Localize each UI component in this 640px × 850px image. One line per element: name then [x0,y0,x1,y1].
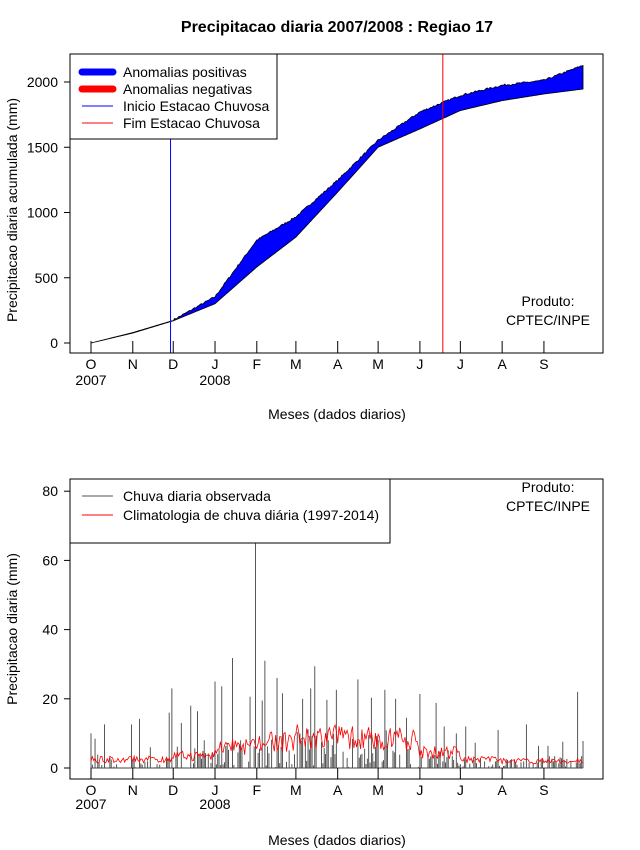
x-tick-label: J [212,782,219,798]
x-tick-label: M [290,782,302,798]
x-tick-label: M [290,356,302,372]
x-axis-label: Meses (dados diarios) [268,406,406,422]
x-tick-label: M [372,782,384,798]
anomaly-area [90,64,584,344]
y-tick-label: 40 [42,622,58,638]
year-label: 2008 [199,796,230,812]
legend-label: Climatologia de chuva diária (1997-2014) [123,507,379,523]
y-tick-label: 20 [42,691,58,707]
y-tick-label: 1500 [27,139,58,155]
chart-title: Precipitacao diaria 2007/2008 : Regiao 1… [181,19,493,36]
y-axis-label: Precipitacao diaria (mm) [4,553,20,705]
x-tick-label: O [86,782,97,798]
y-tick-label: 2000 [27,74,58,90]
x-tick-label: S [539,356,548,372]
x-tick-label: S [539,782,548,798]
year-label: 2007 [75,796,106,812]
x-tick-label: O [86,356,97,372]
y-tick-label: 1000 [27,205,58,221]
plot-frame [69,53,604,354]
y-tick-label: 0 [50,335,58,351]
credit-label: CPTEC/INPE [506,312,590,328]
x-tick-label: F [253,782,262,798]
x-tick-label: A [497,356,507,372]
legend-box [69,478,391,544]
credit-label: Produto: [522,293,575,309]
climatology-line [90,723,584,766]
x-tick-label: N [128,356,138,372]
x-tick-label: D [168,356,178,372]
x-tick-label: M [372,356,384,372]
x-tick-label: J [416,782,423,798]
x-tick-label: F [253,356,262,372]
legend: Chuva diaria observada Climatologia de c… [69,478,391,544]
credit-label: CPTEC/INPE [506,498,590,514]
x-tick-label: A [497,782,507,798]
y-tick-label: 80 [42,483,58,499]
y-axis-label: Precipitacao diaria acumulada (mm) [4,98,20,322]
daily-rain-bars [90,532,584,769]
y-axis: 0 500 1000 1500 2000 [27,74,70,351]
legend-box [69,53,278,140]
credit-label: Produto: [522,479,575,495]
legend-label: Chuva diaria observada [123,488,271,504]
x-tick-label: D [168,782,178,798]
y-tick-label: 60 [42,552,58,568]
x-tick-label: A [333,782,343,798]
x-axis-label: Meses (dados diarios) [268,832,406,848]
year-label: 2008 [199,372,230,388]
year-label: 2007 [75,372,106,388]
legend-label: Anomalias negativas [123,81,252,97]
x-tick-label: J [457,356,464,372]
x-tick-label: J [416,356,423,372]
legend-label: Fim Estacao Chuvosa [123,115,260,131]
y-axis: 0 20 40 60 80 [42,483,70,776]
y-tick-label: 500 [35,270,59,286]
daily-panel: 0 20 40 60 80 O N D J F M A M J J A S 2007 2008 Meses (… [4,478,604,848]
legend: Anomalias positivas Anomalias negativas … [69,53,278,140]
x-tick-label: J [457,782,464,798]
x-tick-label: N [128,782,138,798]
positive-anomaly-area [90,64,584,344]
x-tick-label: J [212,356,219,372]
x-tick-label: A [333,356,343,372]
legend-label: Inicio Estacao Chuvosa [123,98,270,114]
y-tick-label: 0 [50,760,58,776]
legend-label: Anomalias positivas [123,64,247,80]
